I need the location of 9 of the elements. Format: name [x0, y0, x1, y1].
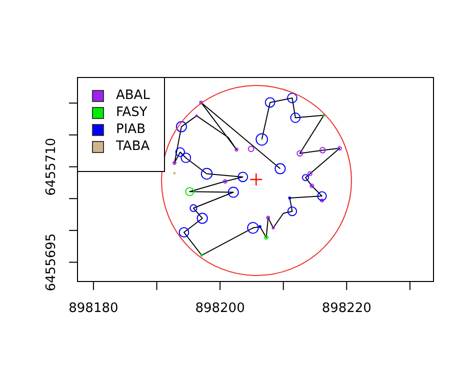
x-tick-label: 898220 [322, 301, 372, 316]
x-tick-label: 898180 [68, 301, 118, 316]
legend-label: TABA [116, 138, 150, 155]
y-tick-label: 6455710 [44, 138, 59, 196]
x-tick-label: 898200 [195, 301, 245, 316]
legend-label: FASY [116, 104, 148, 121]
legend-label: ABAL [116, 87, 150, 104]
legend-label: PIAB [116, 121, 146, 138]
y-tick-label: 6455695 [44, 233, 59, 292]
